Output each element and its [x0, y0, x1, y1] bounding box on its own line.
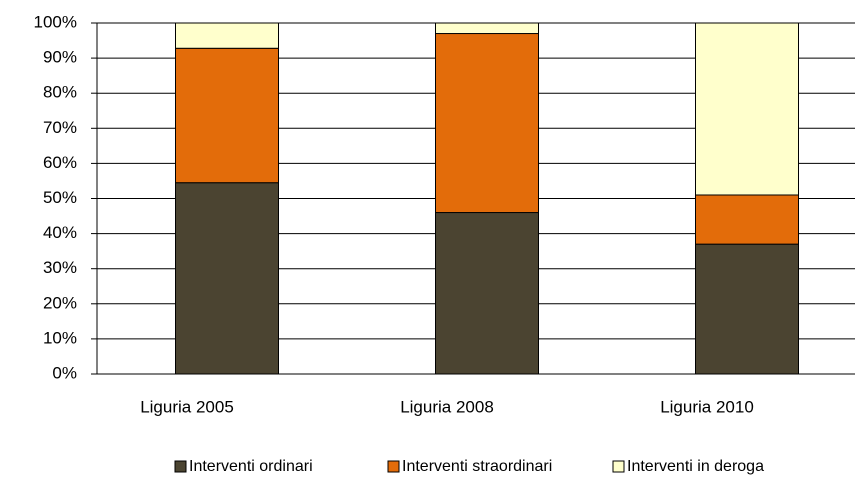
legend-swatch: [387, 460, 400, 473]
y-tick-label: 60%: [43, 153, 77, 172]
legend-swatch: [174, 460, 187, 473]
y-tick-label: 80%: [43, 83, 77, 102]
legend-label: Interventi ordinari: [189, 458, 313, 475]
legend-label: Interventi straordinari: [402, 458, 552, 475]
y-tick-label: 0%: [52, 363, 77, 382]
x-tick-label: Liguria 2008: [400, 397, 494, 416]
bar-segment: [435, 212, 539, 375]
legend-swatch: [612, 460, 625, 473]
bar-segment: [175, 22, 279, 49]
bar-segment: [175, 182, 279, 375]
y-tick-label: 40%: [43, 223, 77, 242]
bar-segment: [695, 243, 799, 375]
y-tick-label: 70%: [43, 118, 77, 137]
y-tick-label: 100%: [34, 12, 77, 31]
x-tick-label: Liguria 2005: [140, 397, 234, 416]
bar-segment: [435, 22, 539, 35]
y-tick-label: 50%: [43, 188, 77, 207]
bar-segment: [435, 33, 539, 214]
y-tick-label: 30%: [43, 258, 77, 277]
y-tick-label: 10%: [43, 328, 77, 347]
bar-segment: [695, 22, 799, 196]
x-tick-label: Liguria 2010: [660, 397, 754, 416]
y-tick-label: 90%: [43, 48, 77, 67]
legend-label: Interventi in deroga: [627, 458, 764, 475]
bar-segment: [175, 47, 279, 184]
bar-segment: [695, 194, 799, 245]
y-tick-label: 20%: [43, 293, 77, 312]
